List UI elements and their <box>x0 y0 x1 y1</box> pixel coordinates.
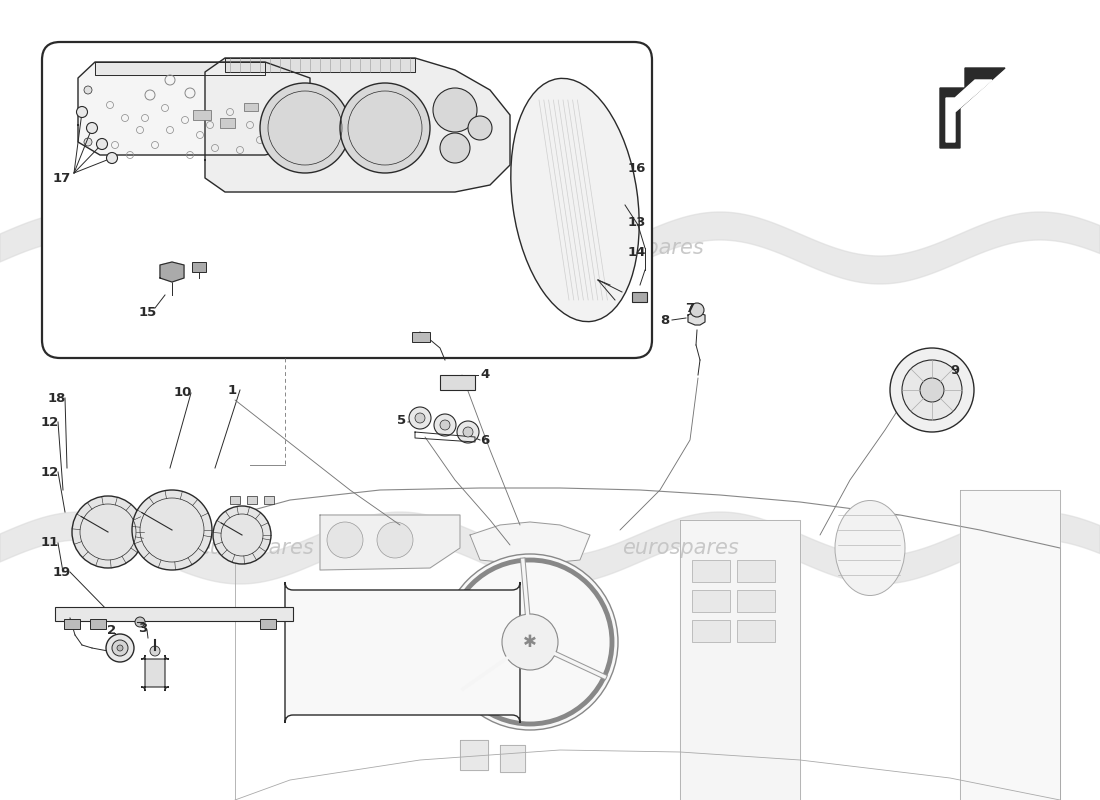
Circle shape <box>87 122 98 134</box>
Text: 4: 4 <box>480 369 490 382</box>
Text: 1: 1 <box>228 383 236 397</box>
Circle shape <box>340 83 430 173</box>
Text: 2: 2 <box>108 623 117 637</box>
Polygon shape <box>470 522 590 565</box>
Circle shape <box>434 414 456 436</box>
Polygon shape <box>320 515 460 570</box>
Circle shape <box>463 427 473 437</box>
Circle shape <box>292 86 299 94</box>
Text: eurospares: eurospares <box>197 538 314 558</box>
Circle shape <box>106 634 134 662</box>
Bar <box>192 110 211 120</box>
Text: 13: 13 <box>628 215 647 229</box>
Text: 15: 15 <box>139 306 157 318</box>
Bar <box>220 118 235 128</box>
FancyBboxPatch shape <box>141 655 169 691</box>
Text: 16: 16 <box>628 162 647 174</box>
Bar <box>412 332 430 342</box>
Bar <box>737 620 775 642</box>
Circle shape <box>135 617 145 627</box>
Circle shape <box>440 133 470 163</box>
Text: 18: 18 <box>47 391 66 405</box>
Text: 3: 3 <box>139 622 147 634</box>
Polygon shape <box>946 80 992 142</box>
Circle shape <box>77 106 88 118</box>
Circle shape <box>132 490 212 570</box>
Circle shape <box>433 88 477 132</box>
Ellipse shape <box>835 501 905 595</box>
Text: 9: 9 <box>950 363 959 377</box>
Polygon shape <box>680 520 800 800</box>
Text: 17: 17 <box>53 171 72 185</box>
Bar <box>632 292 647 302</box>
Circle shape <box>84 138 92 146</box>
Text: 10: 10 <box>174 386 192 399</box>
Circle shape <box>902 360 962 420</box>
Circle shape <box>150 646 160 656</box>
Circle shape <box>72 496 144 568</box>
Polygon shape <box>960 490 1060 800</box>
Polygon shape <box>205 58 510 192</box>
Text: 6: 6 <box>481 434 490 446</box>
Circle shape <box>920 378 944 402</box>
Bar <box>248 496 257 504</box>
Polygon shape <box>78 62 310 155</box>
Circle shape <box>442 554 618 730</box>
Bar <box>264 496 274 504</box>
Bar <box>692 560 730 582</box>
Polygon shape <box>226 58 415 72</box>
Ellipse shape <box>510 78 639 322</box>
Bar <box>55 607 293 621</box>
Polygon shape <box>95 62 265 75</box>
Circle shape <box>117 645 123 651</box>
Bar <box>692 620 730 642</box>
Circle shape <box>690 303 704 317</box>
Bar <box>64 619 80 629</box>
Circle shape <box>107 153 118 163</box>
Circle shape <box>415 413 425 423</box>
Bar <box>737 560 775 582</box>
Circle shape <box>456 421 478 443</box>
Text: 19: 19 <box>53 566 72 578</box>
Circle shape <box>327 522 363 558</box>
Polygon shape <box>500 745 525 772</box>
Text: 11: 11 <box>41 537 59 550</box>
Text: 12: 12 <box>41 415 59 429</box>
Text: 14: 14 <box>628 246 647 258</box>
Text: 5: 5 <box>397 414 407 426</box>
Text: ✱: ✱ <box>524 633 537 651</box>
Text: eurospares: eurospares <box>586 238 703 258</box>
Circle shape <box>112 640 128 656</box>
Circle shape <box>890 348 974 432</box>
Bar <box>230 496 240 504</box>
Circle shape <box>440 420 450 430</box>
Polygon shape <box>688 312 705 325</box>
Text: 7: 7 <box>685 302 694 314</box>
Circle shape <box>502 614 558 670</box>
Bar <box>440 375 475 390</box>
Bar <box>692 590 730 612</box>
Text: eurospares: eurospares <box>197 238 314 258</box>
Circle shape <box>377 522 412 558</box>
Circle shape <box>97 138 108 150</box>
Bar <box>192 262 206 272</box>
Circle shape <box>468 116 492 140</box>
Circle shape <box>260 83 350 173</box>
Bar <box>244 103 258 111</box>
Bar <box>260 619 276 629</box>
Polygon shape <box>940 68 1005 148</box>
Circle shape <box>213 506 271 564</box>
Circle shape <box>409 407 431 429</box>
Text: 12: 12 <box>41 466 59 478</box>
FancyBboxPatch shape <box>285 582 520 723</box>
Polygon shape <box>160 262 184 282</box>
Circle shape <box>292 138 299 146</box>
Text: eurospares: eurospares <box>621 538 738 558</box>
Bar <box>737 590 775 612</box>
Circle shape <box>84 86 92 94</box>
Bar <box>90 619 106 629</box>
Text: 8: 8 <box>660 314 670 326</box>
FancyBboxPatch shape <box>42 42 652 358</box>
Polygon shape <box>460 740 488 770</box>
